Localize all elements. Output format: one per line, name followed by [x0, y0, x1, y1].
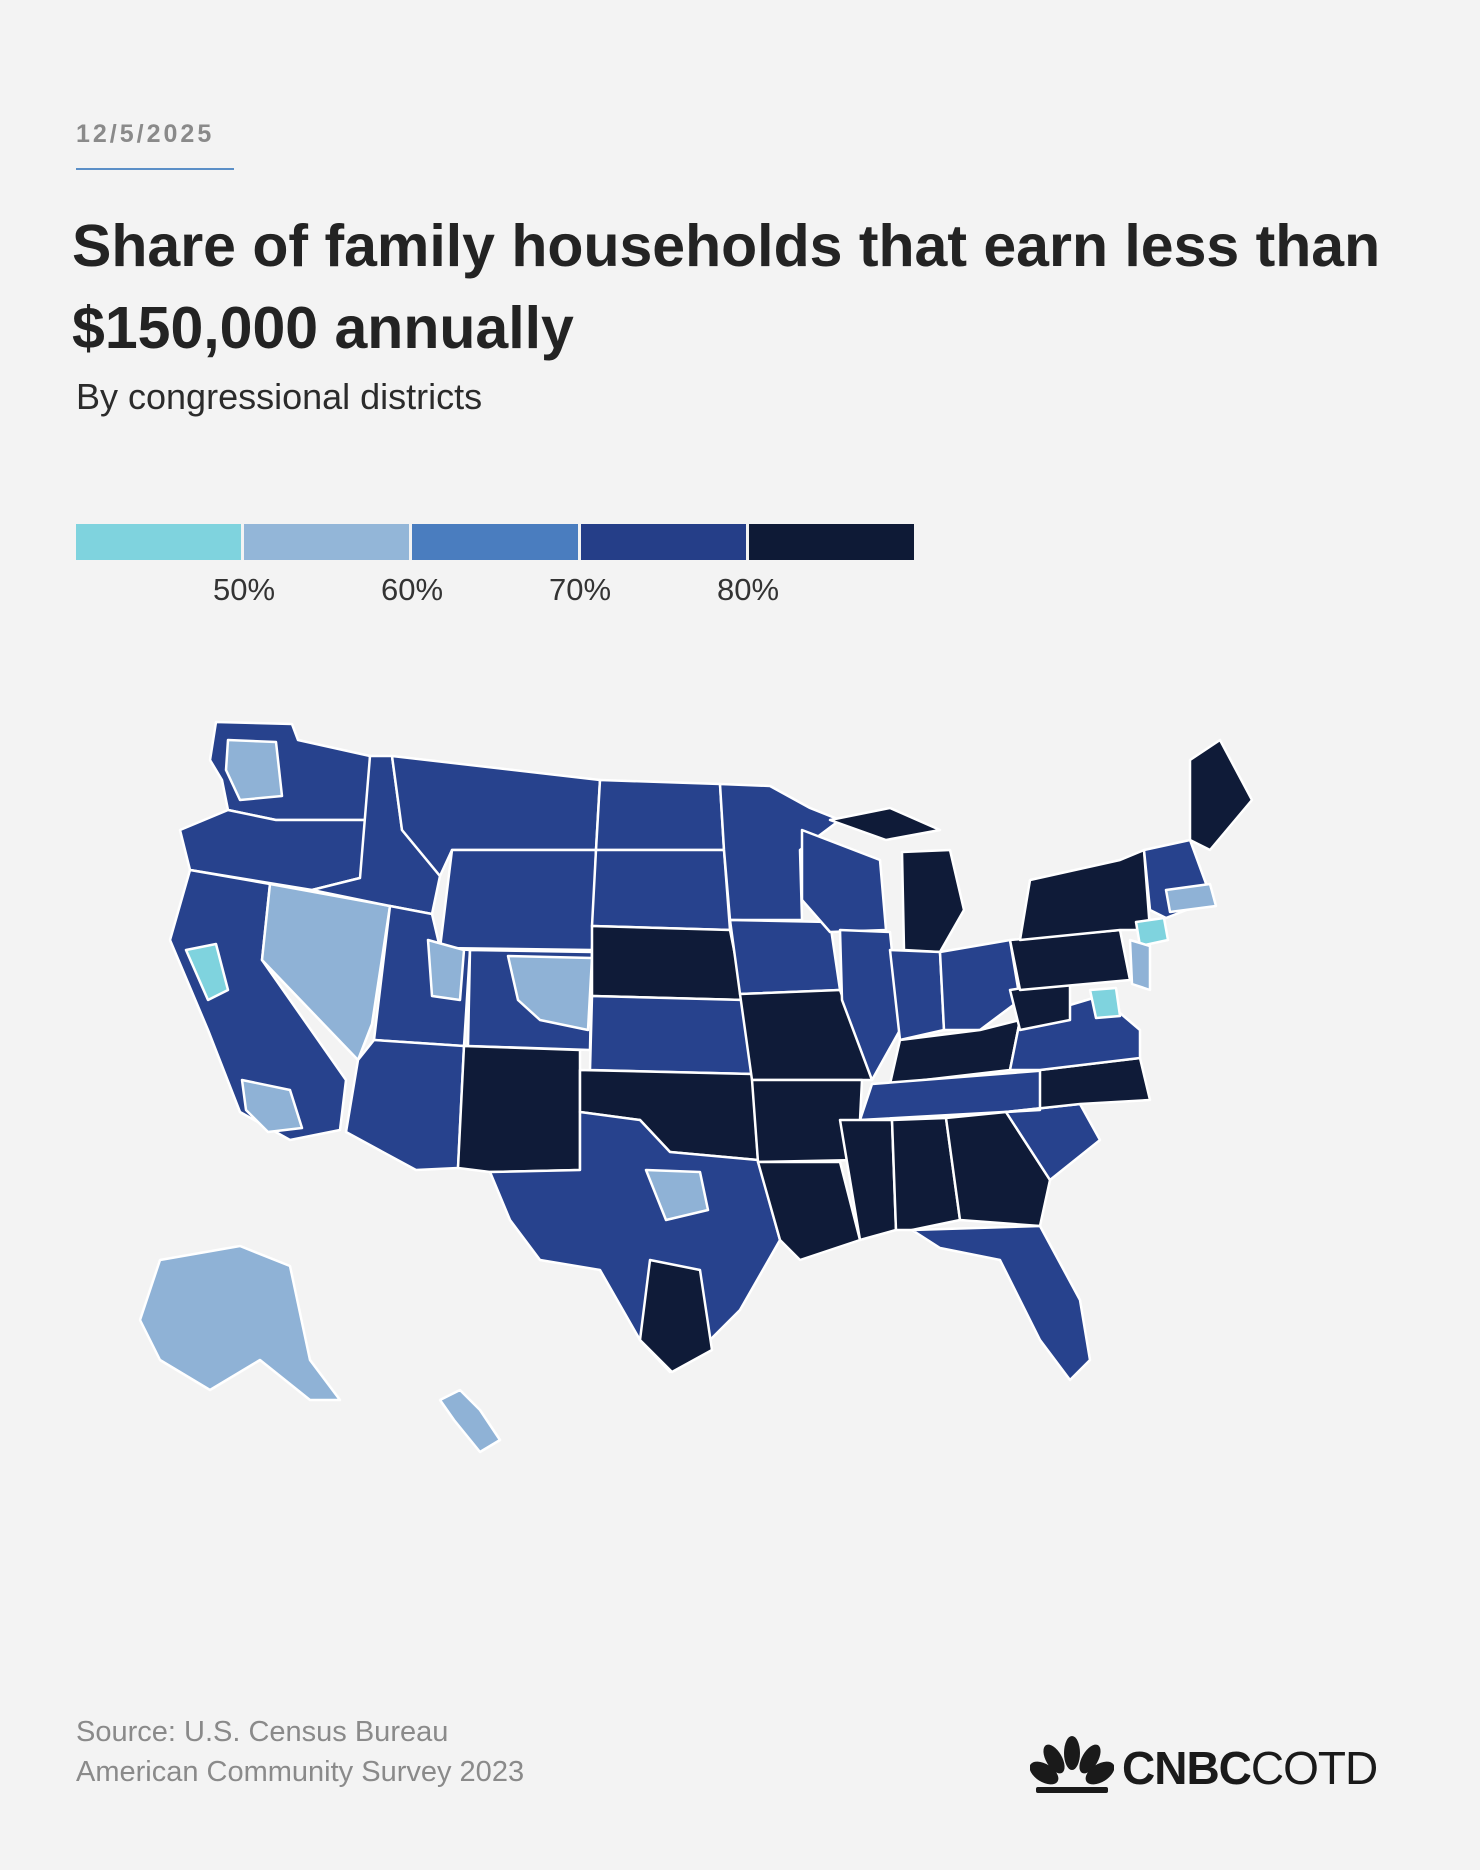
region-indiana: [888, 948, 946, 1042]
legend-swatch-4: [577, 524, 746, 560]
region-wyoming: [438, 848, 598, 952]
color-legend: [76, 524, 915, 560]
region-nebraska: [590, 924, 746, 1002]
date-label: 12/5/2025: [76, 120, 215, 148]
legend-label-80: 80%: [716, 572, 780, 607]
date-rule: [76, 168, 234, 170]
chart-subtitle: By congressional districts: [76, 376, 483, 417]
chart-title: Share of family households that earn les…: [72, 213, 1381, 361]
source-note: Source: U.S. Census Bureau American Comm…: [76, 1712, 524, 1792]
region-wisconsin: [800, 828, 888, 934]
region-ohio: [938, 938, 1022, 1032]
legend-swatch-2: [241, 524, 410, 560]
region-louisiana: [756, 1160, 862, 1262]
legend-swatch-1: [76, 524, 242, 560]
region-massachusetts: [1164, 882, 1218, 914]
region-alabama: [890, 1116, 962, 1232]
region-michigan-up: [828, 806, 942, 842]
legend-swatch-5: [745, 524, 915, 560]
legend-label-50: 50%: [212, 572, 276, 607]
region-washington-west: [224, 738, 284, 802]
region-texas: [488, 1110, 782, 1374]
region-maine: [1188, 738, 1254, 852]
region-utah-slc: [426, 938, 466, 1002]
legend-label-60: 60%: [380, 572, 444, 607]
region-iowa: [728, 918, 842, 996]
us-district-map: [138, 720, 1254, 1454]
region-alaska: [138, 1244, 342, 1402]
region-new-mexico: [456, 1044, 582, 1174]
region-arizona: [344, 1038, 466, 1172]
brand-light: COTD: [1250, 1742, 1378, 1794]
region-hawaii: [438, 1388, 502, 1454]
region-colorado-front: [506, 954, 594, 1032]
brand-bold: CNBC: [1122, 1742, 1252, 1794]
legend-label-70: 70%: [548, 572, 612, 607]
region-kansas: [588, 994, 754, 1076]
source-line-1: Source: U.S. Census Bureau: [76, 1716, 449, 1748]
region-new-york: [1018, 848, 1152, 942]
region-illinois: [838, 928, 902, 1082]
region-south-dakota: [590, 848, 732, 932]
region-michigan: [900, 848, 966, 954]
region-california-la: [240, 1078, 304, 1134]
source-line-2: American Community Survey 2023: [76, 1756, 525, 1788]
region-nyc: [1134, 916, 1170, 948]
peacock-icon: [1030, 1736, 1114, 1793]
region-dc-area: [1088, 986, 1122, 1020]
region-minnesota: [718, 782, 842, 922]
region-north-dakota: [594, 778, 726, 852]
legend-swatch-3: [409, 524, 578, 560]
region-new-jersey: [1128, 938, 1152, 992]
region-california-bay: [184, 942, 230, 1002]
region-texas-metro: [644, 1168, 710, 1222]
region-texas-south: [638, 1258, 714, 1374]
region-florida: [910, 1224, 1092, 1382]
brand-logo: CNBCCOTD: [1030, 1735, 1410, 1795]
brand-wordmark: CNBCCOTD: [1122, 1741, 1378, 1795]
